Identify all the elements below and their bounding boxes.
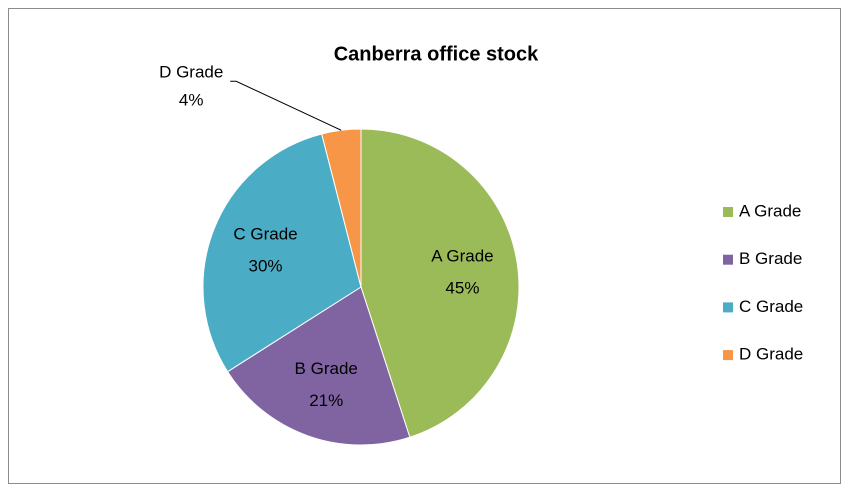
pie-slice xyxy=(226,286,411,446)
legend-label: B Grade xyxy=(739,249,802,268)
legend-label: D Grade xyxy=(739,345,803,364)
legend-swatch xyxy=(723,350,733,361)
pie-slice xyxy=(321,128,362,288)
legend-label: C Grade xyxy=(739,297,803,316)
legend-swatch xyxy=(723,254,733,265)
data-label-name: D Grade xyxy=(159,63,223,82)
data-label-value: 4% xyxy=(179,91,204,110)
data-label-name: C Grade xyxy=(233,225,297,244)
data-label-value: 45% xyxy=(445,278,479,297)
pie-slice xyxy=(360,128,520,438)
legend-swatch xyxy=(723,207,733,217)
data-label-value: 30% xyxy=(248,257,282,276)
legend-label: A Grade xyxy=(739,201,801,220)
legend-swatch xyxy=(723,302,733,313)
data-label-name: A Grade xyxy=(431,246,493,265)
leader-line xyxy=(230,80,342,131)
data-label-value: 21% xyxy=(309,391,343,410)
pie-slice xyxy=(202,133,362,373)
data-label-name: B Grade xyxy=(295,359,358,378)
chart-title: Canberra office stock xyxy=(334,43,539,65)
